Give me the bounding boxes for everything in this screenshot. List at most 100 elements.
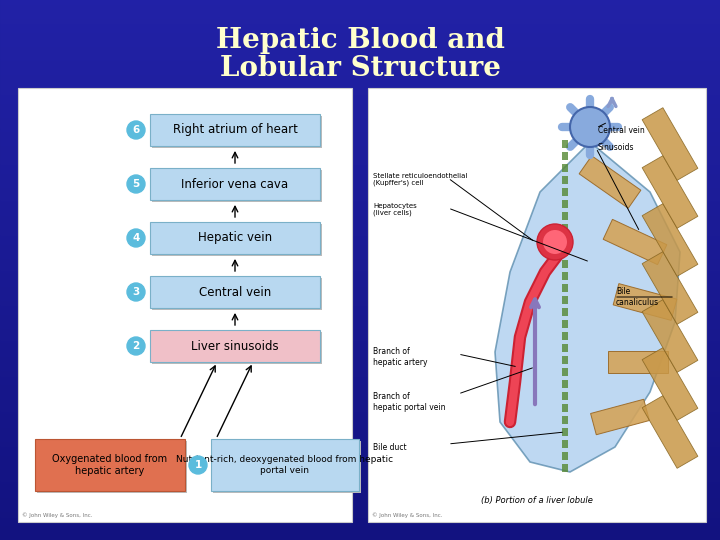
Bar bbox=[0, 253, 720, 254]
Bar bbox=[0, 533, 720, 534]
Bar bbox=[642, 204, 698, 276]
Bar bbox=[0, 353, 720, 354]
Bar bbox=[0, 465, 720, 466]
Bar bbox=[0, 321, 720, 322]
Bar bbox=[0, 422, 720, 423]
Bar bbox=[0, 186, 720, 187]
Bar bbox=[0, 445, 720, 446]
Bar bbox=[642, 156, 698, 228]
Bar bbox=[0, 388, 720, 389]
Bar bbox=[0, 452, 720, 453]
Bar bbox=[0, 497, 720, 498]
Bar bbox=[0, 4, 720, 5]
Bar bbox=[0, 425, 720, 426]
Bar bbox=[0, 157, 720, 158]
Bar bbox=[0, 81, 720, 82]
Bar bbox=[0, 324, 720, 325]
Bar bbox=[0, 73, 720, 74]
Bar bbox=[0, 286, 720, 287]
Bar bbox=[562, 212, 568, 220]
Bar bbox=[0, 499, 720, 500]
Bar bbox=[0, 252, 720, 253]
Bar bbox=[0, 298, 720, 299]
Text: 2: 2 bbox=[132, 341, 140, 351]
Bar bbox=[0, 154, 720, 155]
Bar bbox=[0, 233, 720, 234]
Bar bbox=[0, 370, 720, 371]
Bar bbox=[0, 92, 720, 93]
Bar bbox=[0, 96, 720, 97]
Bar bbox=[0, 153, 720, 154]
Bar bbox=[0, 20, 720, 21]
Bar bbox=[0, 349, 720, 350]
Text: (b) Portion of a liver lobule: (b) Portion of a liver lobule bbox=[481, 496, 593, 504]
Bar bbox=[0, 248, 720, 249]
Bar bbox=[0, 219, 720, 220]
Bar bbox=[0, 498, 720, 499]
Bar bbox=[0, 100, 720, 101]
Bar bbox=[0, 208, 720, 209]
Bar bbox=[0, 441, 720, 442]
Bar bbox=[0, 433, 720, 434]
Bar bbox=[0, 193, 720, 194]
Bar bbox=[0, 467, 720, 468]
Bar bbox=[0, 439, 720, 440]
Bar bbox=[0, 55, 720, 56]
Bar bbox=[0, 144, 720, 145]
Bar bbox=[0, 85, 720, 86]
Bar bbox=[0, 255, 720, 256]
Bar bbox=[0, 392, 720, 393]
Bar bbox=[0, 500, 720, 501]
Bar bbox=[0, 202, 720, 203]
Bar bbox=[0, 16, 720, 17]
Bar bbox=[0, 340, 720, 341]
Bar bbox=[0, 512, 720, 513]
Bar bbox=[0, 375, 720, 376]
Bar bbox=[0, 30, 720, 31]
Bar bbox=[0, 131, 720, 132]
Bar bbox=[0, 231, 720, 232]
Bar bbox=[0, 314, 720, 315]
Bar bbox=[0, 119, 720, 120]
Bar bbox=[0, 104, 720, 105]
Bar bbox=[0, 211, 720, 212]
Bar bbox=[0, 58, 720, 59]
Bar bbox=[0, 28, 720, 29]
Bar bbox=[0, 149, 720, 150]
Text: © John Wiley & Sons, Inc.: © John Wiley & Sons, Inc. bbox=[372, 512, 443, 518]
Bar bbox=[0, 308, 720, 309]
Bar bbox=[0, 66, 720, 67]
Bar bbox=[0, 326, 720, 327]
Bar bbox=[0, 377, 720, 378]
Bar bbox=[0, 481, 720, 482]
Text: Inferior vena cava: Inferior vena cava bbox=[181, 178, 289, 191]
Bar bbox=[0, 138, 720, 139]
Bar bbox=[0, 458, 720, 459]
Bar bbox=[0, 285, 720, 286]
Bar bbox=[0, 65, 720, 66]
Bar bbox=[0, 161, 720, 162]
Bar bbox=[562, 464, 568, 472]
Bar bbox=[0, 145, 720, 146]
Bar bbox=[0, 305, 720, 306]
Bar bbox=[0, 239, 720, 240]
Bar bbox=[0, 487, 720, 488]
Bar bbox=[0, 251, 720, 252]
Bar bbox=[0, 307, 720, 308]
Bar bbox=[0, 262, 720, 263]
Bar bbox=[0, 419, 720, 420]
Bar bbox=[0, 57, 720, 58]
Bar bbox=[0, 352, 720, 353]
Bar bbox=[0, 523, 720, 524]
Bar bbox=[0, 50, 720, 51]
Bar bbox=[0, 532, 720, 533]
Bar bbox=[0, 387, 720, 388]
Bar bbox=[152, 224, 322, 256]
Bar bbox=[0, 179, 720, 180]
Bar bbox=[0, 302, 720, 303]
Bar bbox=[0, 311, 720, 312]
Bar bbox=[0, 424, 720, 425]
Bar bbox=[0, 31, 720, 32]
Bar bbox=[0, 194, 720, 195]
Bar bbox=[0, 112, 720, 113]
